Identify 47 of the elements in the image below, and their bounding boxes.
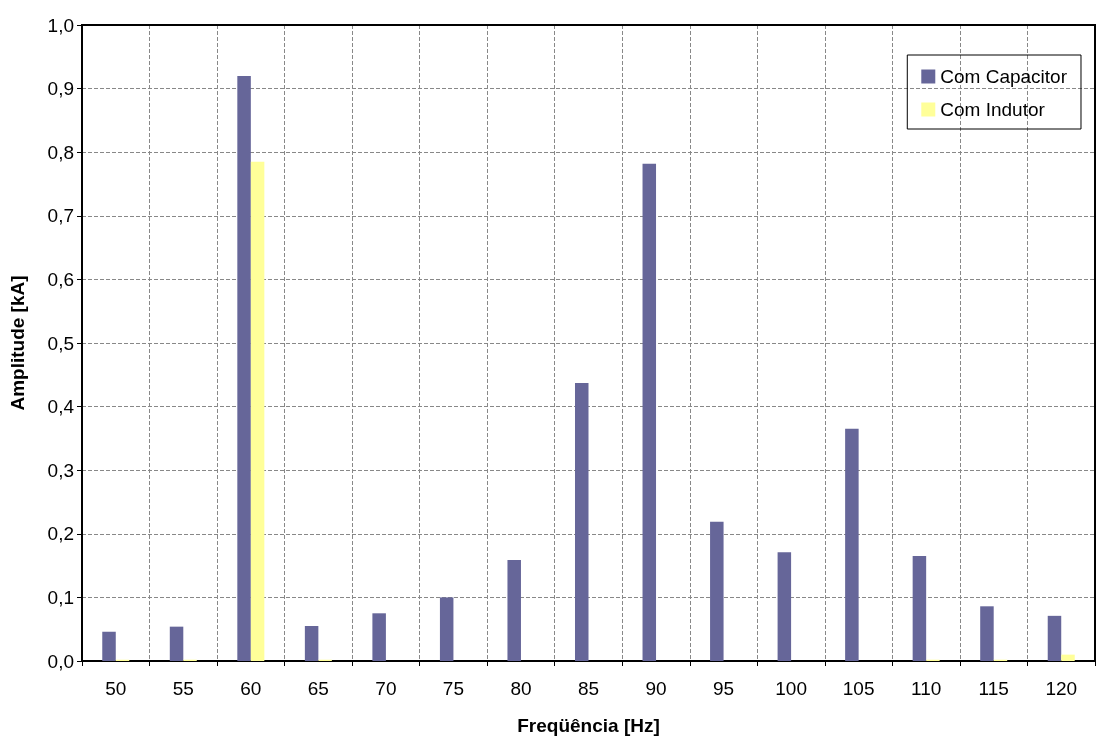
x-tick-label: 60 (240, 678, 262, 699)
bar (980, 606, 994, 661)
x-tick-label: 110 (911, 678, 942, 699)
x-tick-label: 95 (713, 678, 735, 699)
bar (102, 631, 116, 661)
bar (1047, 615, 1062, 661)
bar (507, 559, 521, 661)
x-tick-label: 50 (105, 678, 127, 699)
bar (169, 626, 184, 661)
bar (845, 428, 859, 661)
y-tick-label: 0,6 (47, 268, 74, 290)
x-tick-label: 80 (510, 678, 532, 699)
bar (439, 597, 454, 661)
x-tick-label: 90 (645, 678, 667, 699)
y-tick-label: 0,8 (47, 141, 74, 163)
bar (237, 75, 251, 661)
bar (574, 383, 589, 661)
legend-label: Com Capacitor (940, 66, 1068, 87)
y-axis-title: Amplitude [kA] (7, 275, 28, 411)
x-tick-label: 120 (1045, 678, 1078, 699)
x-axis-title: Freqüência [Hz] (517, 715, 660, 736)
y-tick-label: 0,5 (47, 332, 74, 354)
bar (642, 163, 657, 661)
y-tick-label: 0,1 (47, 586, 74, 608)
x-tick-label: 85 (577, 678, 600, 699)
y-tick-label: 0,9 (47, 78, 74, 100)
y-tick-label: 0,0 (47, 650, 74, 672)
y-tick-label: 0,2 (47, 523, 74, 545)
bar (710, 521, 724, 661)
y-tick-label: 0,7 (47, 205, 74, 227)
bar (250, 161, 265, 661)
bar (777, 552, 792, 661)
bar (372, 613, 386, 661)
legend-label: Com Indutor (940, 99, 1046, 120)
x-tick-label: 105 (842, 678, 875, 699)
x-tick-label: 75 (442, 678, 464, 699)
bar (912, 556, 927, 661)
bar (1061, 654, 1075, 661)
bar (304, 626, 319, 661)
y-tick-label: 1,0 (47, 14, 74, 36)
x-tick-label: 70 (375, 678, 397, 699)
y-tick-label: 0,3 (47, 459, 74, 481)
x-tick-label: 55 (172, 678, 194, 699)
x-tick-label: 100 (775, 678, 807, 699)
x-tick-label: 115 (978, 678, 1009, 699)
x-tick-label: 65 (307, 678, 329, 699)
y-tick-label: 0,4 (47, 396, 75, 418)
